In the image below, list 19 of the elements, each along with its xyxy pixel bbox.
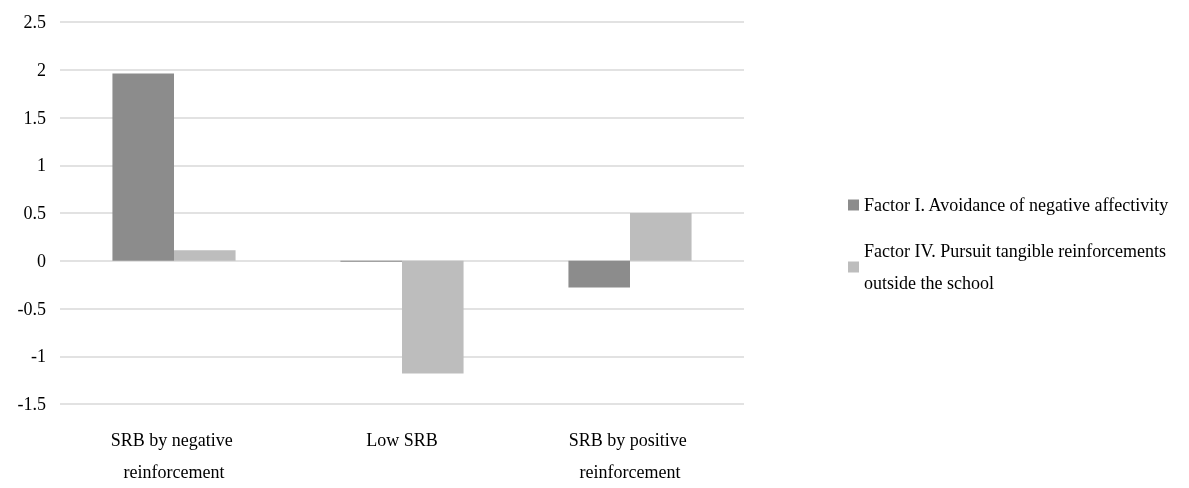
bar	[174, 250, 236, 261]
bar	[568, 260, 630, 288]
bar	[630, 213, 692, 261]
bar	[402, 260, 464, 374]
y-tick-label: 0.5	[23, 203, 46, 223]
bar	[112, 73, 174, 261]
x-tick-label: Low SRB	[366, 430, 438, 450]
x-tick-label: SRB by negative reinforcement	[110, 430, 238, 482]
x-tick-label: SRB by positive reinforcement	[568, 430, 692, 482]
legend-label: Factor I. Avoidance of negative affectivity	[864, 195, 1169, 215]
y-tick-label: -1.5	[17, 394, 46, 414]
y-tick-label: 1.5	[23, 107, 46, 128]
y-tick-label: 2	[37, 59, 46, 80]
y-tick-label: 0	[37, 250, 46, 271]
y-tick-label: -0.5	[17, 298, 46, 319]
y-tick-label: -1	[31, 346, 46, 367]
legend-label: Factor IV. Pursuit tangible reinforcements outside the school	[864, 241, 1171, 293]
y-tick-label: 2.5	[23, 12, 46, 32]
y-tick-label: 1	[37, 155, 46, 176]
